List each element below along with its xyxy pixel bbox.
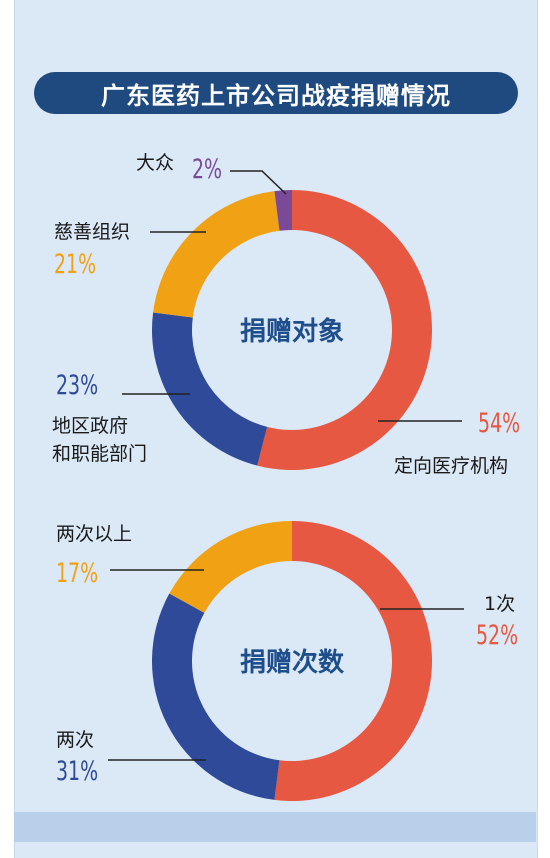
donut-slice (153, 191, 280, 318)
donut-slice (169, 521, 292, 613)
slice-category-label: 地区政府 (52, 415, 128, 437)
page-title: 广东医药上市公司战疫捐赠情况 (101, 81, 451, 110)
slice-percent-label: 54% (478, 407, 520, 438)
slice-category-label: 1次 (484, 593, 515, 615)
slice-percent-label: 2% (192, 153, 222, 184)
slice-category-label: 慈善组织 (54, 221, 130, 243)
slice-category-label: 两次 (56, 729, 94, 751)
donut-slice (151, 593, 280, 800)
slice-percent-label: 21% (54, 248, 96, 279)
slice-percent-label: 31% (56, 755, 98, 786)
donut-center-title: 捐赠对象 (240, 316, 344, 347)
leader-line (230, 170, 287, 195)
paper-bottom-band (14, 812, 536, 842)
donut-slice (152, 312, 268, 466)
donut-slice (274, 190, 292, 231)
slice-percent-label: 52% (476, 619, 518, 650)
slice-category-label: 大众 (136, 152, 174, 174)
donut-center-title: 捐赠次数 (240, 647, 345, 678)
slice-percent-label: 17% (56, 557, 98, 588)
slice-category-label: 两次以上 (56, 523, 132, 545)
donut-slice (274, 521, 432, 801)
slice-percent-label: 23% (56, 369, 98, 400)
title-banner: 广东医药上市公司战疫捐赠情况 (34, 72, 518, 114)
slice-category-label: 和职能部门 (52, 443, 147, 465)
slice-category-label: 定向医疗机构 (394, 455, 508, 477)
donut-slice (257, 190, 432, 470)
